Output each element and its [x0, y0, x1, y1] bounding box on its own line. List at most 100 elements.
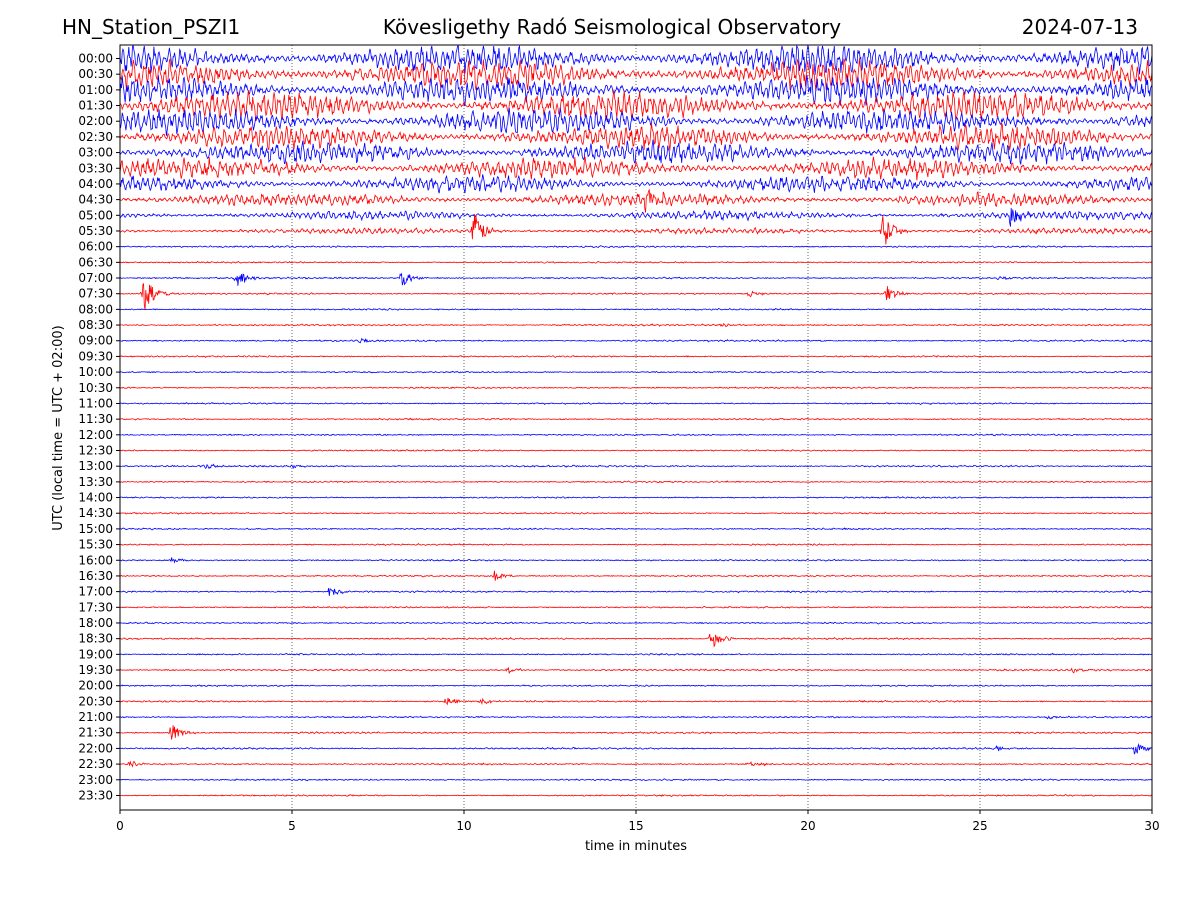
y-tick-label-0400: 04:00: [78, 177, 113, 191]
trace-0900: [119, 337, 1153, 344]
trace-0100: [119, 75, 1153, 107]
grid-lines: [291, 45, 981, 810]
x-tick-label-30: 30: [1144, 819, 1159, 833]
trace-1900: [119, 652, 1153, 656]
y-tick-label-1430: 14:30: [78, 506, 113, 520]
y-tick-label-0330: 03:30: [78, 161, 113, 175]
y-tick-label-1900: 19:00: [78, 647, 113, 661]
x-axis-label: time in minutes: [585, 839, 687, 854]
y-tick-label-0300: 03:00: [78, 146, 113, 160]
trace-1730: [120, 605, 1153, 609]
y-tick-label-1800: 18:00: [78, 616, 113, 630]
y-tick-label-1830: 18:30: [78, 632, 113, 646]
y-tick-label-1330: 13:30: [78, 475, 113, 489]
trace-1700: [119, 588, 1153, 596]
y-tick-label-0100: 01:00: [78, 83, 113, 97]
y-tick-label-0600: 06:00: [78, 240, 113, 254]
x-tick-label-20: 20: [800, 819, 815, 833]
y-tick-label-2130: 21:30: [78, 726, 113, 740]
trace-2200: [120, 743, 1153, 755]
y-tick-label-0230: 02:30: [78, 130, 113, 144]
trace-0800: [119, 307, 1152, 311]
observatory-title: Kövesligethy Radó Seismological Observat…: [382, 15, 842, 39]
trace-0700: [119, 272, 1153, 286]
y-tick-label-1230: 12:30: [78, 444, 113, 458]
station-name: HN_Station_PSZI1: [62, 15, 241, 39]
y-tick-label-1630: 16:30: [78, 569, 113, 583]
y-tick-label-1030: 10:30: [78, 381, 113, 395]
trace-1030: [119, 386, 1153, 390]
y-tick-label-0700: 07:00: [78, 271, 113, 285]
trace-0030: [119, 58, 1153, 92]
trace-0000: [119, 44, 1153, 75]
y-tick-label-1400: 14:00: [78, 491, 113, 505]
y-tick-label-1600: 16:00: [78, 553, 113, 567]
y-tick-label-2100: 21:00: [78, 710, 113, 724]
y-tick-label-1930: 19:30: [78, 663, 113, 677]
y-tick-label-0630: 06:30: [78, 255, 113, 269]
trace-1830: [119, 634, 1153, 648]
trace-1330: [119, 480, 1153, 484]
y-tick-label-1300: 13:00: [78, 459, 113, 473]
trace-1400: [119, 496, 1153, 499]
y-tick-label-0830: 08:30: [78, 318, 113, 332]
trace-0400: [119, 174, 1153, 194]
trace-0130: [119, 89, 1153, 122]
y-tick-label-0200: 02:00: [78, 114, 113, 128]
y-tick-label-0000: 00:00: [78, 52, 113, 66]
y-tick-label-2200: 22:00: [78, 741, 113, 755]
trace-0630: [119, 260, 1153, 264]
y-tick-label-2330: 23:30: [78, 788, 113, 802]
trace-0200: [119, 107, 1153, 136]
x-tick-label-5: 5: [288, 819, 296, 833]
trace-1630: [119, 570, 1153, 581]
trace-1500: [119, 527, 1152, 531]
y-tick-label-0530: 05:30: [78, 224, 113, 238]
y-tick-label-0130: 01:30: [78, 99, 113, 113]
trace-2030: [119, 697, 1153, 706]
trace-0830: [120, 322, 1153, 328]
trace-1230: [119, 448, 1153, 452]
x-tick-label-10: 10: [456, 819, 471, 833]
y-tick-label-1700: 17:00: [78, 585, 113, 599]
trace-2000: [119, 684, 1153, 688]
y-tick-label-0900: 09:00: [78, 334, 113, 348]
trace-1300: [120, 463, 1152, 470]
y-tick-label-1730: 17:30: [78, 600, 113, 614]
x-tick-label-25: 25: [972, 819, 987, 833]
y-tick-label-1530: 15:30: [78, 538, 113, 552]
y-tick-label-2300: 23:00: [78, 773, 113, 787]
trace-2330: [119, 794, 1153, 798]
trace-1930: [119, 666, 1153, 674]
trace-0600: [119, 245, 1153, 249]
y-tick-label-2000: 20:00: [78, 679, 113, 693]
trace-0430: [119, 188, 1153, 213]
trace-0300: [119, 139, 1153, 166]
y-tick-label-1200: 12:00: [78, 428, 113, 442]
trace-1100: [119, 401, 1153, 406]
trace-1530: [119, 543, 1153, 547]
trace-0230: [119, 122, 1153, 151]
trace-2130: [120, 725, 1153, 740]
trace-0930: [119, 355, 1153, 358]
record-date: 2024-07-13: [1021, 15, 1138, 39]
y-tick-label-2030: 20:30: [78, 694, 113, 708]
trace-1000: [119, 370, 1153, 374]
x-tick-label-0: 0: [116, 819, 124, 833]
trace-1800: [119, 621, 1153, 625]
trace-layer: [119, 44, 1153, 798]
y-axis-label: UTC (local time = UTC + 02:00): [51, 325, 66, 530]
y-tick-label-0800: 08:00: [78, 302, 113, 316]
y-tick-label-1500: 15:00: [78, 522, 113, 536]
trace-0500: [119, 207, 1153, 227]
x-tick-layer: 0 5 10 15 20 25 30: [116, 810, 1160, 833]
trace-1130: [119, 417, 1153, 421]
trace-2300: [119, 778, 1153, 782]
trace-1200: [119, 433, 1153, 437]
x-tick-label-15: 15: [628, 819, 643, 833]
y-tick-label-1000: 10:00: [78, 365, 113, 379]
trace-0330: [119, 156, 1153, 181]
trace-1430: [119, 511, 1153, 515]
